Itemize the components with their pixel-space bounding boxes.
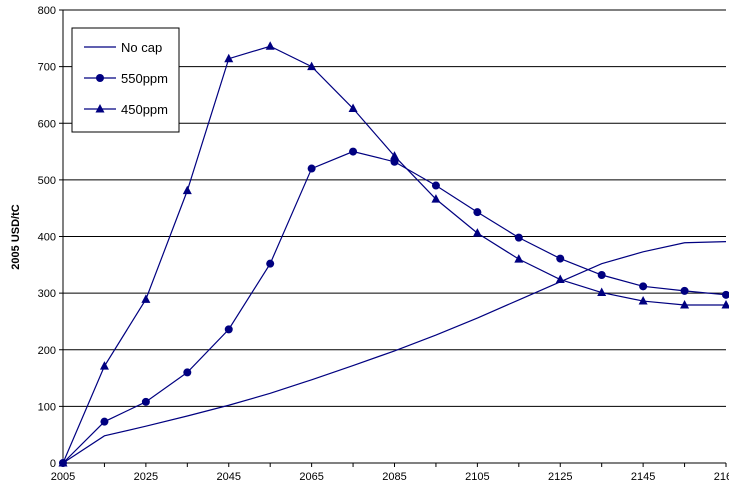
data-point-450ppm (141, 294, 151, 303)
x-tick-label: 2005 (51, 471, 75, 483)
y-tick-label: 100 (38, 401, 56, 413)
y-tick-label: 400 (38, 232, 56, 244)
y-tick-label: 200 (38, 345, 56, 357)
data-point-550ppm (307, 164, 316, 173)
series-no-cap (62, 240, 727, 464)
legend-box (71, 27, 180, 133)
x-tick-label: 2145 (631, 471, 655, 483)
y-axis-ticks: 0 100 200 300 400 500 600 700 800 (38, 5, 63, 470)
legend-label: 450ppm (121, 102, 168, 117)
data-point-450ppm (224, 53, 234, 63)
data-point-550ppm (431, 181, 440, 190)
x-tick-label: 2065 (299, 471, 323, 483)
data-point-450ppm (431, 194, 441, 203)
legend-marker (96, 74, 104, 82)
data-point-450ppm (514, 254, 524, 263)
data-point-550ppm (100, 417, 109, 426)
data-point-450ppm (472, 228, 482, 237)
data-point-450ppm (597, 287, 607, 297)
data-point-450ppm (721, 300, 729, 309)
y-tick-label: 500 (38, 175, 56, 187)
data-point-450ppm (99, 361, 109, 370)
x-tick-label: 2125 (548, 471, 572, 483)
data-point-550ppm (183, 368, 192, 377)
x-tick-label: 2025 (134, 471, 158, 483)
series-group (58, 41, 729, 467)
series-550ppm (59, 147, 729, 467)
data-point-550ppm (722, 290, 729, 299)
data-point-550ppm (639, 282, 648, 291)
y-tick-label: 600 (38, 118, 56, 130)
y-tick-label: 300 (38, 288, 56, 300)
data-point-550ppm (141, 397, 150, 406)
legend-label: 550ppm (121, 71, 168, 86)
series-450ppm (58, 41, 729, 467)
data-point-450ppm (265, 41, 275, 50)
x-tick-label: 2045 (217, 471, 241, 483)
legend-marker (95, 104, 105, 113)
data-point-450ppm (638, 296, 648, 305)
y-axis-title: 2005 USD/tC (10, 204, 22, 269)
data-point-550ppm (680, 286, 689, 295)
data-point-550ppm (224, 325, 233, 334)
data-point-450ppm (307, 61, 317, 71)
x-tick-label: 2165 (714, 471, 729, 483)
data-point-550ppm (514, 233, 523, 242)
legend-item-450ppm: 450ppm (84, 102, 168, 117)
y-tick-label: 700 (38, 62, 56, 74)
data-point-450ppm (182, 185, 192, 195)
series-line-no-cap (62, 240, 727, 464)
x-tick-label: 2105 (465, 471, 489, 483)
legend-item-no-cap: No cap (84, 40, 162, 55)
data-point-550ppm (597, 271, 606, 280)
data-point-450ppm (680, 300, 690, 309)
legend: No cap 550ppm 450ppm (71, 27, 180, 133)
y-tick-label: 800 (38, 5, 56, 17)
series-line-550ppm (62, 150, 727, 464)
data-point-450ppm (58, 458, 68, 467)
y-tick-label: 0 (50, 458, 56, 470)
data-point-550ppm (266, 259, 275, 268)
x-axis-ticks: 2005 2025 2045 2065 2085 2105 2125 2145 2165 (51, 463, 729, 483)
legend-label: No cap (121, 40, 162, 55)
data-point-450ppm (348, 103, 358, 113)
data-point-550ppm (390, 157, 399, 166)
data-point-550ppm (556, 254, 565, 263)
data-point-550ppm (473, 208, 482, 217)
legend-item-550ppm: 550ppm (84, 71, 168, 86)
data-point-450ppm (390, 151, 399, 160)
data-point-450ppm (555, 274, 565, 284)
data-point-550ppm (349, 147, 358, 156)
x-tick-label: 2085 (382, 471, 406, 483)
